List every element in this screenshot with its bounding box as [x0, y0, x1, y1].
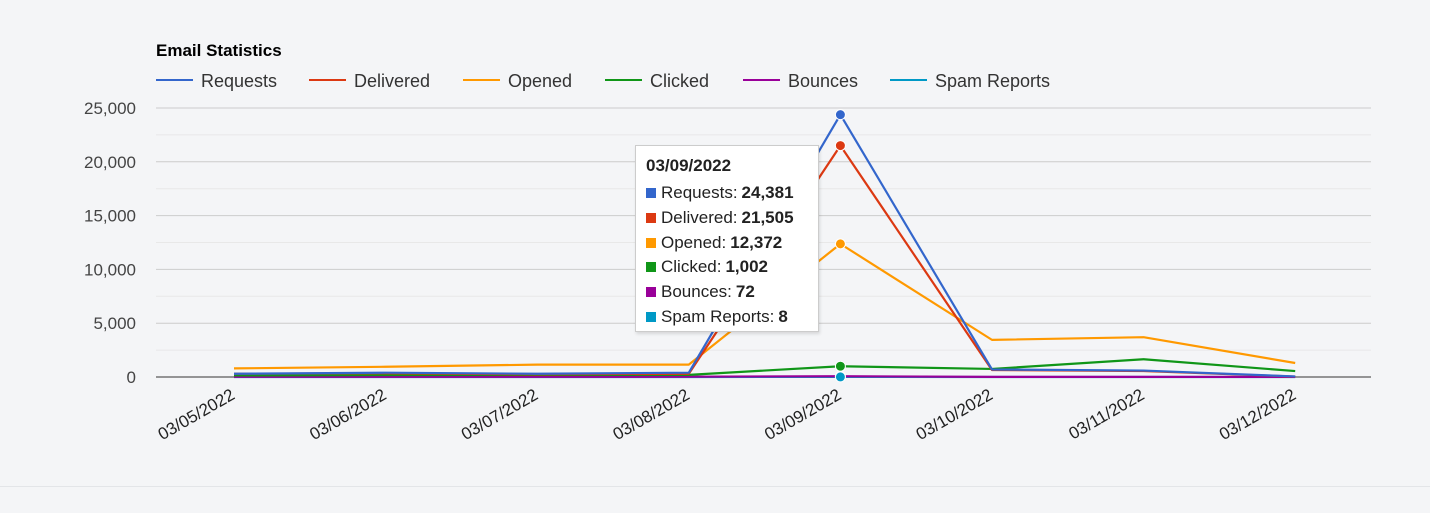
tooltip-value: 1,002: [725, 257, 769, 277]
legend-label: Bounces: [788, 71, 858, 91]
tooltip-row: Delivered: 21,505: [646, 206, 818, 231]
tooltip-value: 24,381: [741, 183, 794, 202]
legend-item-opened[interactable]: Opened: [463, 71, 572, 91]
tooltip-row: Clicked: 1,002: [646, 255, 818, 280]
y-tick-label: 5,000: [93, 314, 136, 333]
legend-label: Delivered: [354, 71, 430, 91]
bottom-divider: [0, 486, 1430, 487]
tooltip-swatch: [646, 237, 656, 248]
y-tick-label: 20,000: [84, 153, 136, 172]
legend-label: Spam Reports: [935, 71, 1050, 91]
tooltip-label: Bounces:: [661, 282, 732, 302]
x-tick-label: 03/12/2022: [1216, 385, 1299, 444]
legend-item-delivered[interactable]: Delivered: [309, 71, 430, 91]
tooltip-row: Spam Reports: 8: [646, 305, 818, 330]
chart-title: Email Statistics: [156, 41, 282, 60]
data-point-clicked[interactable]: [834, 360, 846, 372]
hover-tooltip: 03/09/2022 Requests: 24,381 Delivered: 21,5…: [635, 145, 819, 332]
tooltip-label: Requests:: [661, 183, 738, 202]
x-tick-label: 03/10/2022: [913, 385, 996, 444]
legend-item-requests[interactable]: Requests: [156, 71, 277, 91]
tooltip-swatch: [646, 311, 656, 322]
y-tick-label: 25,000: [84, 99, 136, 118]
tooltip-swatch: [646, 287, 656, 298]
tooltip-value: 21,505: [741, 207, 794, 227]
x-tick-label: 03/05/2022: [155, 385, 238, 444]
tooltip-value: 12,372: [730, 232, 783, 252]
y-axis-ticks: 0 5,000 10,000 15,000 20,000 25,000: [84, 99, 136, 387]
data-point-requests[interactable]: [834, 109, 846, 121]
tooltip-label: Delivered:: [661, 207, 738, 227]
tooltip-row: Requests: 24,381: [646, 181, 818, 206]
legend-label: Clicked: [650, 71, 709, 91]
legend-label: Requests: [201, 71, 277, 91]
tooltip-swatch: [646, 262, 656, 273]
x-tick-label: 03/07/2022: [458, 385, 541, 444]
y-tick-label: 10,000: [84, 260, 136, 279]
chart-legend: Requests Delivered Opened Clicked Bounces Spa…: [156, 71, 1050, 91]
data-point-delivered[interactable]: [834, 140, 846, 152]
tooltip-swatch: [646, 212, 656, 223]
tooltip-row: Opened: 12,372: [646, 231, 818, 256]
tooltip-value: 72: [735, 282, 755, 302]
x-tick-label: 03/08/2022: [610, 385, 693, 444]
tooltip-rows: Requests: 24,381 Delivered: 21,505 Opened: 12…: [646, 181, 818, 330]
data-point-opened[interactable]: [834, 238, 846, 250]
legend-label: Opened: [508, 71, 572, 91]
tooltip-label: Clicked:: [661, 257, 722, 277]
x-tick-label: 03/06/2022: [306, 385, 389, 444]
tooltip-date: 03/09/2022: [646, 156, 732, 175]
tooltip-row: Bounces: 72: [646, 280, 818, 305]
tooltip-swatch: [646, 188, 656, 198]
legend-item-spam-reports[interactable]: Spam Reports: [890, 71, 1050, 91]
tooltip-label: Spam Reports:: [661, 306, 775, 326]
legend-item-bounces[interactable]: Bounces: [743, 71, 858, 91]
y-tick-label: 0: [127, 368, 136, 387]
data-point-spam-reports[interactable]: [834, 371, 846, 383]
x-axis-ticks: 03/05/2022 03/06/2022 03/07/2022 03/08/2022…: [155, 385, 1299, 444]
legend-item-clicked[interactable]: Clicked: [605, 71, 709, 91]
tooltip-label: Opened:: [661, 232, 727, 252]
x-tick-label: 03/11/2022: [1066, 385, 1148, 443]
series-line-bounces: [233, 375, 1296, 379]
tooltip-value: 8: [778, 306, 788, 326]
y-tick-label: 15,000: [84, 207, 136, 226]
x-tick-label: 03/09/2022: [761, 385, 844, 444]
highlighted-points: [834, 109, 846, 383]
series-line-clicked: [233, 358, 1296, 377]
